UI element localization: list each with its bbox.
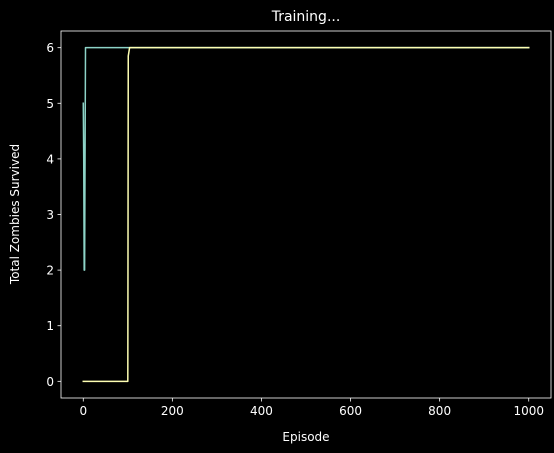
y-tick-label: 2 xyxy=(46,264,54,278)
y-tick-label: 3 xyxy=(46,208,54,222)
chart-title: Training... xyxy=(271,9,341,25)
x-tick-label: 400 xyxy=(250,404,273,418)
x-tick-label: 1000 xyxy=(513,404,544,418)
y-axis-label: Total Zombies Survived xyxy=(8,144,22,285)
x-tick-label: 200 xyxy=(161,404,184,418)
plot-lines xyxy=(82,46,530,383)
y-tick-label: 1 xyxy=(46,319,54,333)
x-axis-label: Episode xyxy=(282,430,329,444)
axes-frame xyxy=(60,30,552,399)
series-line-2 xyxy=(82,46,530,383)
y-tick-label: 0 xyxy=(46,375,54,389)
x-tick-label: 0 xyxy=(79,404,87,418)
y-tick-label: 4 xyxy=(46,152,54,166)
x-tick-label: 800 xyxy=(428,404,451,418)
y-axis-ticks: 0 1 2 3 4 5 6 xyxy=(46,41,61,389)
y-tick-label: 5 xyxy=(46,97,54,111)
x-axis-ticks: 0 200 400 600 800 1000 xyxy=(79,398,544,418)
x-tick-label: 600 xyxy=(339,404,362,418)
series-line-1 xyxy=(82,46,530,271)
y-tick-label: 6 xyxy=(46,41,54,55)
